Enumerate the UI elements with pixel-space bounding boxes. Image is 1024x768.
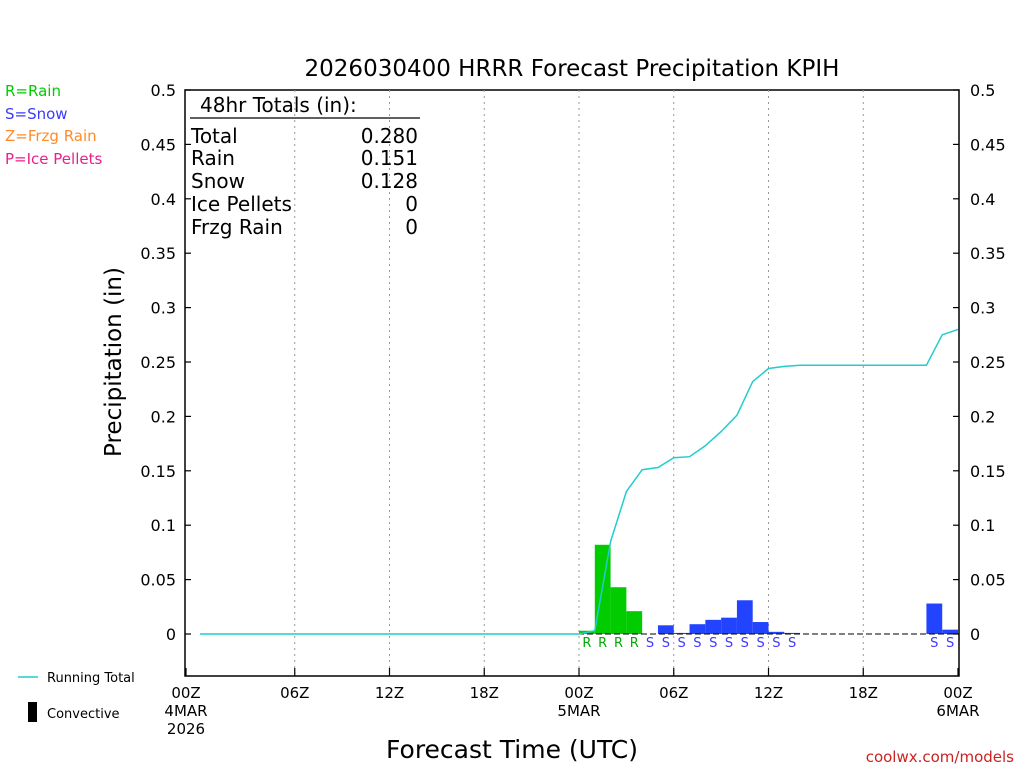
y-tick-label-right: 0.5 <box>970 81 995 100</box>
totals-total-label: Total <box>190 124 238 148</box>
type-label-h36: S <box>756 636 764 651</box>
x-tick-label-h36: 12Z <box>754 684 783 702</box>
y-tick-label-left: 0.35 <box>140 244 176 263</box>
precip-bar-h31 <box>673 632 690 634</box>
y-tick-label-left: 0.4 <box>151 190 176 209</box>
type-label-h35: S <box>741 636 749 651</box>
totals-snow-value: 0.128 <box>361 169 418 193</box>
plot-border <box>184 89 960 677</box>
y-tick-label-right: 0.3 <box>970 299 995 318</box>
running-total-line <box>200 328 959 635</box>
type-label-h32: S <box>693 636 701 651</box>
legend-snow: S=Snow <box>5 105 68 123</box>
precip-bar-h30 <box>657 625 674 634</box>
x-tick-label-h30: 06Z <box>659 684 688 702</box>
y-tick-label-left: 0.5 <box>151 81 176 100</box>
totals-total-value: 0.280 <box>361 124 418 148</box>
y-tick-label-right: 0.25 <box>970 353 1006 372</box>
precip-bar-h37 <box>768 631 785 634</box>
precip-bars <box>579 544 958 634</box>
y-tick-label-left: 0.15 <box>140 462 176 481</box>
y-tick-label-left: 0.3 <box>151 299 176 318</box>
type-label-h48: S <box>946 636 954 651</box>
totals-snow-label: Snow <box>191 169 245 193</box>
y-tick-label-left: 0.2 <box>151 407 176 426</box>
legend-frzg-rain: Z=Frzg Rain <box>5 127 97 145</box>
chart-title: 2026030400 HRRR Forecast Precipitation K… <box>305 56 840 82</box>
precip-bar-h38 <box>784 632 801 634</box>
plot-frame <box>184 89 960 677</box>
x-tick-label-h24: 5MAR <box>557 702 600 720</box>
precip-bar-h28 <box>626 611 643 634</box>
x-tick-label-h0: 2026 <box>167 720 205 738</box>
running-total-series <box>200 328 959 635</box>
x-tick-label-h0: 4MAR <box>164 702 207 720</box>
running-total-legend-label: Running Total <box>47 671 135 686</box>
y-tick-label-left: 0.05 <box>140 571 176 590</box>
type-legend: R=Rain S=Snow Z=Frzg Rain P=Ice Pellets <box>5 82 102 168</box>
precip-bar-h32 <box>689 624 706 634</box>
y-tick-label-left: 0.45 <box>140 135 176 154</box>
x-tick-label-h18: 18Z <box>470 684 499 702</box>
totals-rain-value: 0.151 <box>361 146 418 170</box>
legend-rain: R=Rain <box>5 82 61 100</box>
x-axis-label: Forecast Time (UTC) <box>386 735 638 764</box>
precip-bar-h48 <box>942 629 958 634</box>
precip-bar-h35 <box>736 600 753 634</box>
type-label-h38: S <box>788 636 796 651</box>
type-label-h28: R <box>630 636 639 651</box>
legend-ice-pellets: P=Ice Pellets <box>5 150 102 168</box>
type-label-h37: S <box>772 636 780 651</box>
totals-title: 48hr Totals (in): <box>200 93 357 117</box>
totals-frzg-rain-value: 0 <box>405 215 418 239</box>
y-tick-label-right: 0.15 <box>970 462 1006 481</box>
y-tick-label-right: 0.1 <box>970 516 995 535</box>
type-label-h34: S <box>725 636 733 651</box>
type-label-h27: R <box>614 636 623 651</box>
totals-rain-label: Rain <box>191 146 235 170</box>
y-tick-label-right: 0.35 <box>970 244 1006 263</box>
totals-box: 48hr Totals (in): Total 0.280 Rain 0.151… <box>190 93 420 239</box>
x-tick-label-h6: 06Z <box>280 684 309 702</box>
convective-legend-swatch <box>28 702 37 722</box>
credit-text: coolwx.com/models <box>866 748 1014 766</box>
type-label-h25: R <box>582 636 591 651</box>
x-tick-label-h48: 00Z <box>943 684 972 702</box>
y-tick-label-left: 0 <box>166 625 176 644</box>
precip-bar-h33 <box>705 619 722 634</box>
x-tick-label-h42: 18Z <box>849 684 878 702</box>
y-tick-label-left: 0.1 <box>151 516 176 535</box>
totals-ice-pellets-value: 0 <box>405 192 418 216</box>
y-axis-label: Precipitation (in) <box>101 267 127 457</box>
type-label-h31: S <box>678 636 686 651</box>
precip-bar-h47 <box>926 603 943 634</box>
convective-legend-label: Convective <box>47 707 120 722</box>
type-label-h33: S <box>709 636 717 651</box>
y-axis-ticks: 0 00.05 0.050.1 0.10.15 0.150.2 0.20.25 0.250.… <box>140 81 1005 644</box>
totals-ice-pellets-label: Ice Pellets <box>191 192 292 216</box>
precip-bar-h36 <box>752 622 769 634</box>
y-tick-label-right: 0.2 <box>970 407 995 426</box>
x-tick-label-h24: 00Z <box>564 684 593 702</box>
y-tick-label-right: 0.05 <box>970 571 1006 590</box>
type-label-h30: S <box>662 636 670 651</box>
x-tick-label-h48: 6MAR <box>936 702 979 720</box>
totals-frzg-rain-label: Frzg Rain <box>191 215 283 239</box>
y-tick-label-right: 0.4 <box>970 190 995 209</box>
precip-bar-h27 <box>610 587 627 634</box>
y-tick-label-left: 0.25 <box>140 353 176 372</box>
y-tick-label-right: 0 <box>970 625 980 644</box>
y-tick-label-right: 0.45 <box>970 135 1006 154</box>
x-tick-label-h12: 12Z <box>375 684 404 702</box>
type-label-h47: S <box>930 636 938 651</box>
grid-lines <box>294 90 864 676</box>
x-tick-label-h0: 00Z <box>171 684 200 702</box>
type-label-h29: S <box>646 636 654 651</box>
precip-bar-h34 <box>721 617 737 634</box>
bottom-legend: Running Total Convective <box>18 671 135 722</box>
type-label-h26: R <box>598 636 607 651</box>
